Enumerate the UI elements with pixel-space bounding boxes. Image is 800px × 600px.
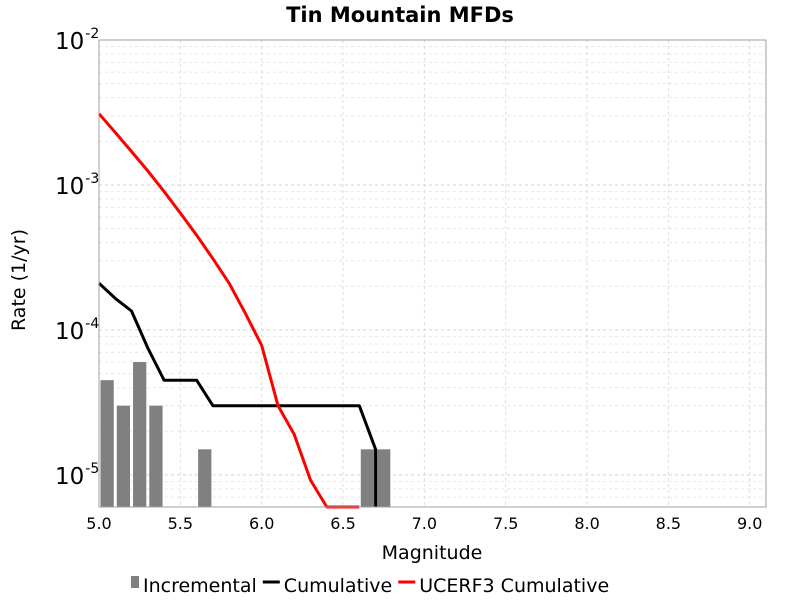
y-tick-labels: 10-2 10-3 10-4 10-5 xyxy=(55,26,99,490)
x-tick-label: 9.0 xyxy=(737,514,762,533)
x-tick-label: 8.5 xyxy=(656,514,681,533)
x-tick-label: 7.5 xyxy=(493,514,518,533)
legend-label: Cumulative xyxy=(284,575,392,597)
y-axis-title: Rate (1/yr) xyxy=(8,229,30,331)
x-tick-label: 6.5 xyxy=(330,514,355,533)
incremental-bar xyxy=(100,380,114,507)
plot-border xyxy=(98,39,767,508)
incremental-bar xyxy=(360,449,375,507)
legend-label: Incremental xyxy=(143,575,257,597)
legend-swatch-incremental xyxy=(131,576,139,588)
x-tick-labels: 5.0 5.5 6.0 6.5 7.0 7.5 8.0 8.5 9.0 xyxy=(86,514,762,533)
x-tick-label: 5.0 xyxy=(86,514,111,533)
x-tick-label: 5.5 xyxy=(168,514,193,533)
x-tick-label: 7.0 xyxy=(412,514,437,533)
incremental-bar xyxy=(116,405,131,507)
x-axis-title: Magnitude xyxy=(382,542,483,564)
incremental-bar xyxy=(149,405,163,507)
x-tick-label: 6.0 xyxy=(249,514,274,533)
y-tick-label: 10-4 xyxy=(55,316,99,345)
chart-title: Tin Mountain MFDs xyxy=(286,3,514,27)
cumulative-line xyxy=(97,282,378,507)
legend: Incremental Cumulative UCERF3 Cumulative xyxy=(131,575,609,597)
incremental-bars xyxy=(100,362,391,507)
y-tick-label: 10-3 xyxy=(55,171,99,200)
incremental-bar xyxy=(377,449,391,507)
y-tick-label: 10-2 xyxy=(55,26,99,55)
series-lines xyxy=(97,112,378,509)
x-tick-label: 8.0 xyxy=(574,514,599,533)
ucerf3-cumulative-line xyxy=(97,112,360,509)
legend-label: UCERF3 Cumulative xyxy=(419,575,609,597)
incremental-bar xyxy=(198,449,212,507)
y-tick-label: 10-5 xyxy=(55,461,99,490)
plot-area xyxy=(99,40,766,507)
incremental-bar xyxy=(133,362,147,507)
